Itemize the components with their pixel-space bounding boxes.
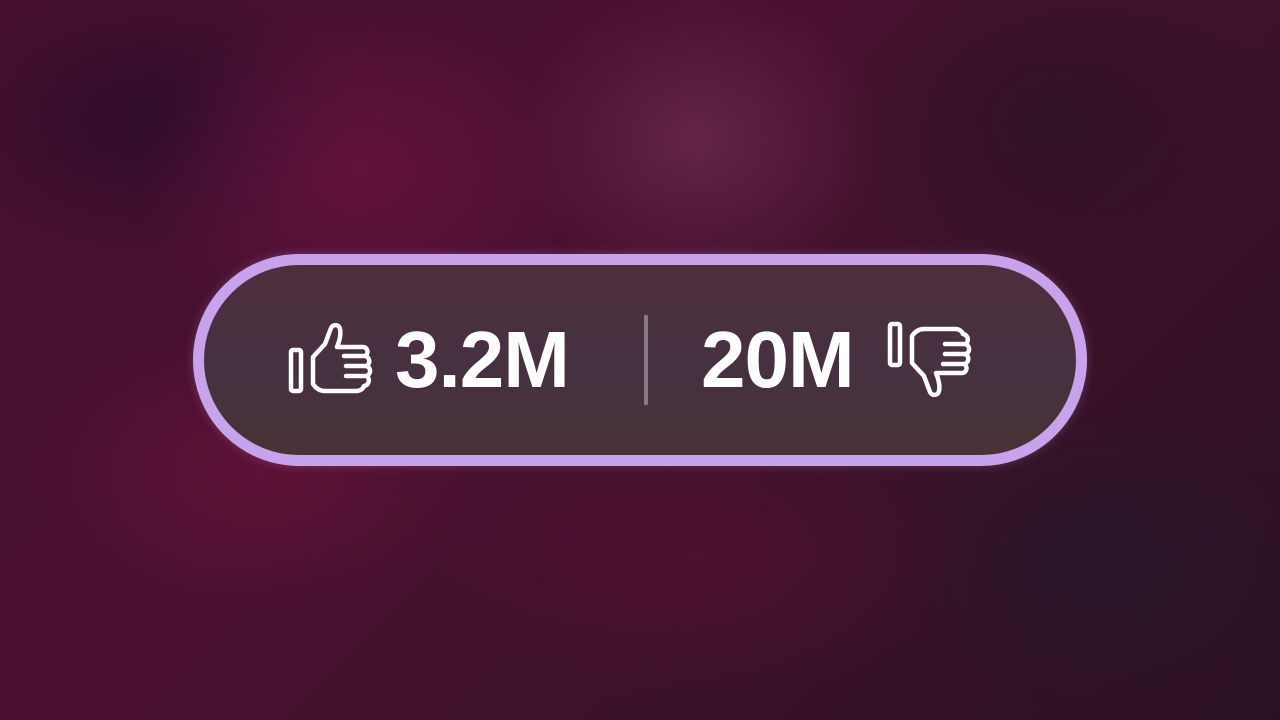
dislike-button[interactable]: 20M [701,265,976,455]
thumbs-up-icon [287,320,377,400]
like-dislike-bar: 3.2M 20M [193,254,1087,466]
dislike-count: 20M [701,315,855,404]
like-button[interactable]: 3.2M [287,265,570,455]
divider [644,315,648,405]
thumbs-down-icon [886,320,976,400]
like-count: 3.2M [395,315,570,404]
